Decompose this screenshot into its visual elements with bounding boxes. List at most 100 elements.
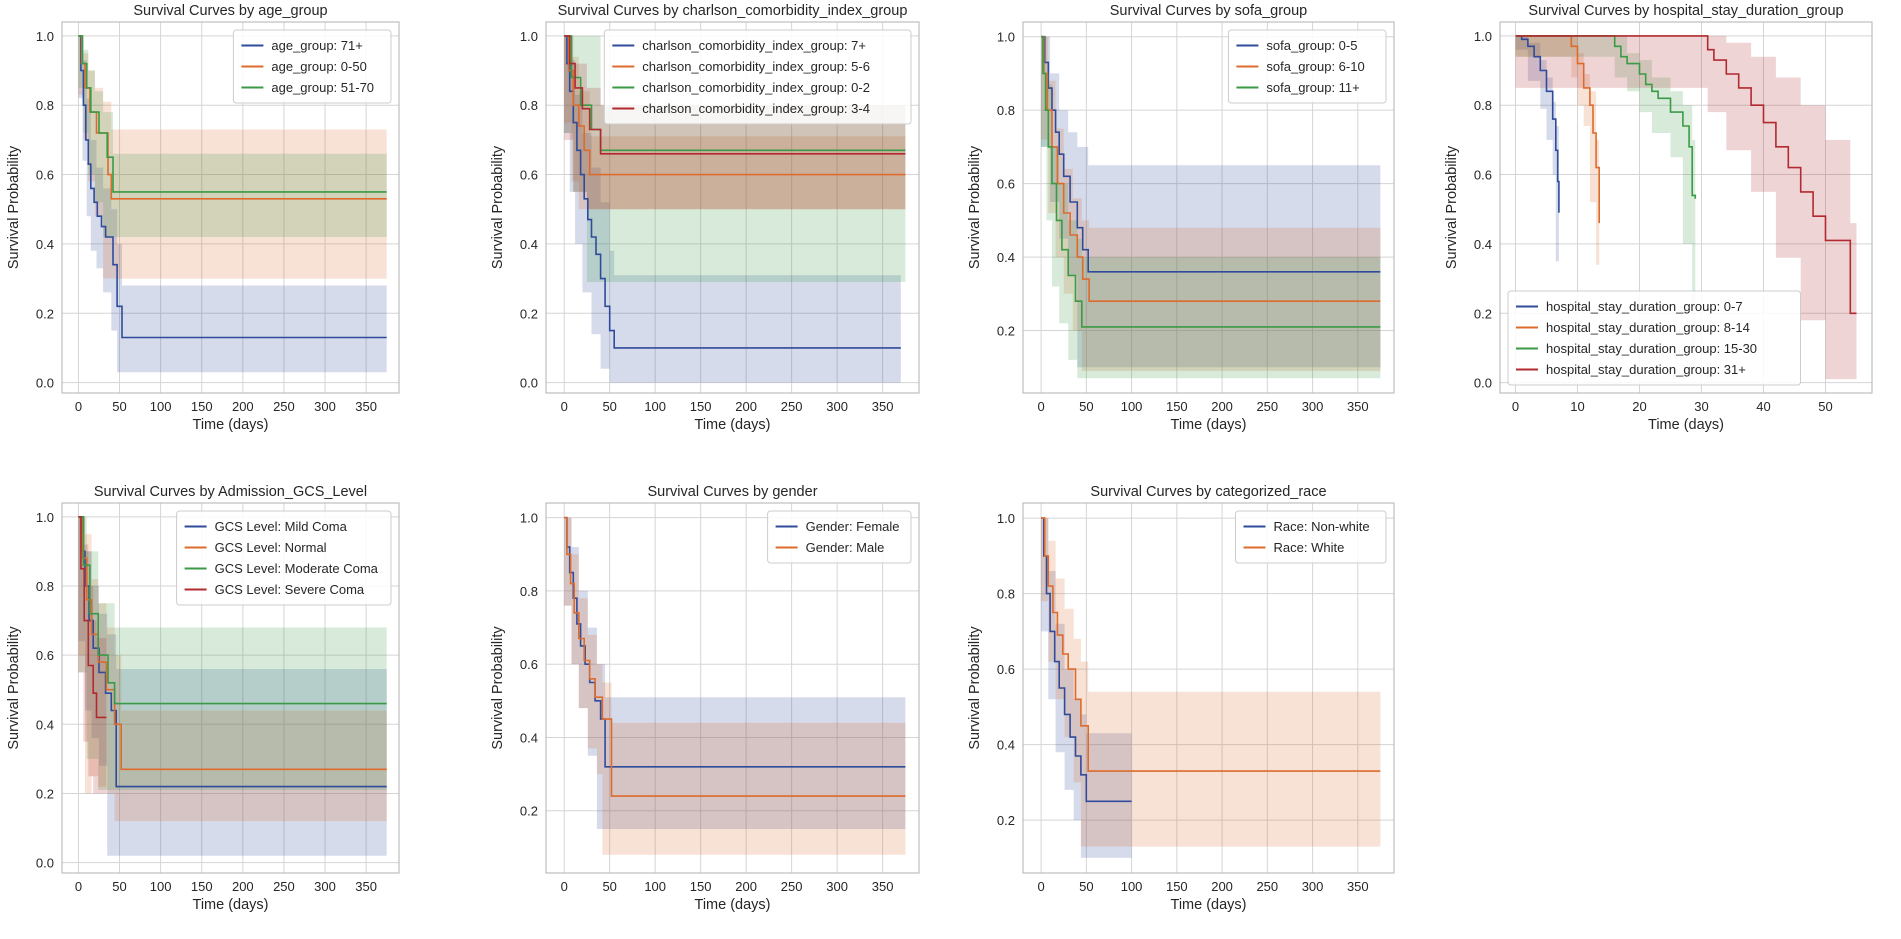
chart-title: Survival Curves by gender — [647, 484, 817, 500]
legend-box — [1507, 290, 1801, 386]
chart-7: 0 50 100 150 200 250 300 350 0.2 0.4 0.6 0.8 1.0 Surv… — [967, 484, 1395, 913]
x-tick-label: 200 — [1211, 879, 1233, 894]
survival-line-series-2 — [1515, 35, 1600, 224]
x-tick-label: 250 — [273, 399, 295, 414]
x-tick-label: 350 — [355, 399, 377, 414]
chart-6: 0 50 100 150 200 250 300 350 0.2 0.4 0.6 0.8 1.0 Surv… — [490, 484, 920, 913]
x-tick-label: 50 — [1079, 879, 1093, 894]
y-axis-label: Survival Probability — [967, 145, 983, 269]
x-tick-label: 350 — [872, 879, 894, 894]
x-tick-label: 300 — [1302, 399, 1324, 414]
survival-line-series-2 — [564, 35, 906, 176]
legend: sofa_group: 0-5 sofa_group: 6-10 sofa_grou… — [1227, 29, 1387, 104]
legend-box — [1227, 29, 1387, 104]
y-tick-label: 1.0 — [36, 510, 54, 525]
legend-entry: Race: White — [1274, 540, 1345, 555]
legend: Race: Non-white Race: White — [1235, 510, 1387, 564]
ci-band-series-4 — [1515, 35, 1857, 380]
plot-frame — [545, 21, 920, 394]
survival-line-series-1 — [78, 35, 387, 339]
ci-band-series-3 — [78, 35, 387, 238]
x-tick-label: 100 — [1121, 879, 1143, 894]
legend: GCS Level: Mild Coma GCS Level: Normal GCS… — [176, 510, 392, 606]
y-tick-label: 0.6 — [36, 168, 54, 183]
y-tick-label: 0.0 — [520, 376, 538, 391]
legend-entry: sofa_group: 11+ — [1266, 80, 1359, 95]
legend-entry: age_group: 51-70 — [271, 80, 374, 95]
legend-entry: charlson_comorbidity_index_group: 7+ — [642, 38, 866, 53]
survival-line-series-1 — [78, 516, 387, 788]
x-tick-label: 0 — [561, 399, 568, 414]
x-tick-label: 100 — [1121, 399, 1143, 414]
y-tick-label: 0.6 — [997, 177, 1015, 192]
y-tick-label: 0.4 — [520, 730, 538, 745]
chart-2: 0 50 100 150 200 250 300 350 0.0 0.2 0.4 0.6 0.8 1.0 S… — [490, 3, 920, 433]
legend-entry: age_group: 71+ — [271, 38, 362, 53]
y-axis-label: Survival Probability — [490, 626, 506, 750]
x-tick-label: 200 — [735, 399, 757, 414]
y-axis-label: Survival Probability — [6, 626, 22, 750]
x-tick-label: 50 — [1818, 399, 1832, 414]
x-tick-label: 50 — [112, 399, 126, 414]
x-tick-label: 0 — [561, 879, 568, 894]
y-tick-label: 0.2 — [36, 306, 54, 321]
chart-3: 0 50 100 150 200 250 300 350 0.2 0.4 0.6 0.8 1.0 Surv… — [967, 3, 1395, 433]
y-tick-label: 0.8 — [1474, 98, 1492, 113]
x-tick-label: 0 — [75, 879, 82, 894]
survival-line-series-4 — [564, 35, 906, 155]
x-tick-label: 250 — [273, 879, 295, 894]
ci-band-series-1 — [1041, 36, 1381, 368]
legend-entry: GCS Level: Normal — [215, 540, 327, 555]
x-tick-label: 200 — [232, 399, 254, 414]
survival-line-series-4 — [1515, 35, 1857, 315]
y-tick-label: 0.2 — [1474, 306, 1492, 321]
y-tick-label: 0.4 — [520, 237, 538, 252]
x-tick-label: 100 — [150, 879, 172, 894]
legend-box — [603, 29, 912, 125]
x-tick-label: 150 — [1166, 879, 1188, 894]
ci-band-series-2 — [1515, 35, 1600, 265]
plot-frame — [1499, 21, 1873, 394]
y-tick-label: 0.8 — [520, 98, 538, 113]
x-tick-label: 20 — [1632, 399, 1646, 414]
y-tick-label: 0.6 — [520, 657, 538, 672]
ci-band-series-2 — [1041, 518, 1381, 847]
plot-frame — [545, 502, 920, 874]
ci-band-series-2 — [1041, 36, 1381, 371]
legend-entry: Race: Non-white — [1274, 519, 1370, 534]
plot-frame — [1022, 502, 1395, 874]
y-tick-label: 0.6 — [997, 662, 1015, 677]
x-tick-label: 200 — [1211, 399, 1233, 414]
ci-band-series-2 — [78, 516, 387, 822]
legend-box — [767, 510, 912, 564]
survival-line-series-3 — [78, 516, 387, 705]
y-tick-label: 0.4 — [36, 237, 54, 252]
ci-band-series-1 — [78, 516, 387, 856]
survival-line-series-1 — [1041, 35, 1381, 273]
survival-line-series-2 — [1041, 517, 1381, 772]
y-tick-label: 1.0 — [997, 511, 1015, 526]
y-tick-label: 1.0 — [520, 29, 538, 44]
x-axis-label: Time (days) — [1171, 417, 1247, 433]
x-axis-label: Time (days) — [695, 417, 771, 433]
x-tick-label: 0 — [75, 399, 82, 414]
x-tick-label: 100 — [644, 399, 666, 414]
y-axis-label: Survival Probability — [6, 145, 22, 269]
ci-band-series-1 — [564, 517, 906, 829]
x-tick-label: 100 — [150, 399, 172, 414]
legend-entry: GCS Level: Moderate Coma — [215, 561, 379, 576]
x-tick-label: 350 — [1347, 399, 1369, 414]
legend-entry: sofa_group: 0-5 — [1266, 38, 1357, 53]
chart-title: Survival Curves by categorized_race — [1090, 484, 1326, 500]
legend: Gender: Female Gender: Male — [767, 510, 912, 564]
y-tick-label: 0.4 — [1474, 237, 1492, 252]
y-tick-label: 0.4 — [997, 250, 1015, 265]
y-tick-label: 0.4 — [997, 738, 1015, 753]
y-tick-label: 0.2 — [997, 813, 1015, 828]
legend: age_group: 71+ age_group: 0-50 age_group: … — [232, 29, 392, 104]
y-tick-label: 0.6 — [1474, 168, 1492, 183]
y-tick-label: 0.2 — [36, 786, 54, 801]
survival-line-series-2 — [564, 516, 906, 797]
y-tick-label: 0.0 — [1474, 376, 1492, 391]
chart-title: Survival Curves by Admission_GCS_Level — [94, 484, 367, 500]
